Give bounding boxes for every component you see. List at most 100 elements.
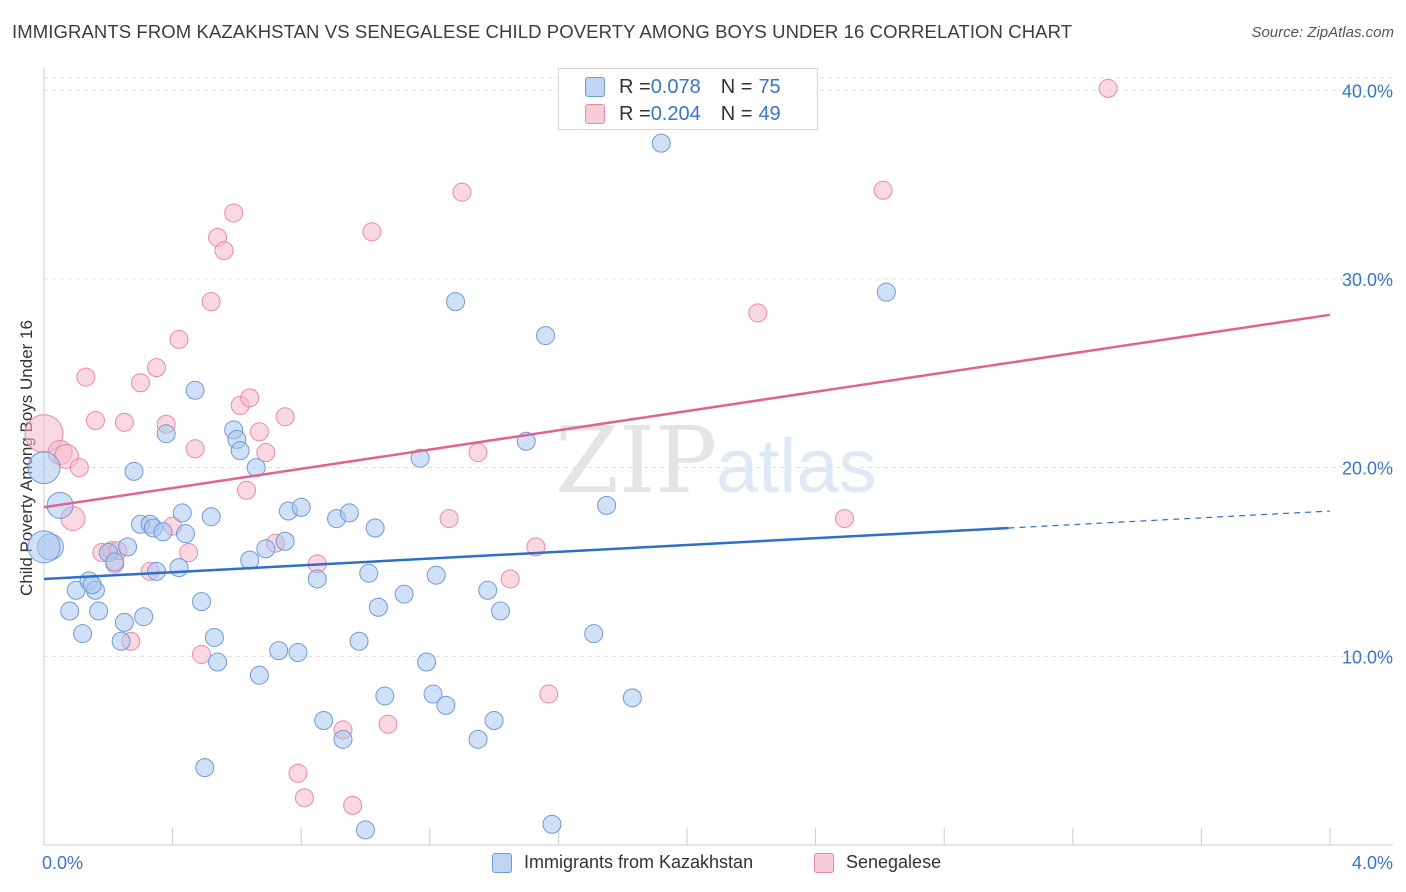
kazakhstan-point — [27, 451, 61, 485]
senegalese-point — [294, 788, 314, 808]
senegalese-point — [237, 480, 257, 500]
x-tick-label: 4.0% — [1352, 853, 1393, 873]
kazakhstan-legend-swatch — [492, 852, 512, 873]
tick-labels: 10.0% 20.0% 30.0% 40.0% 0.0% 4.0% — [42, 81, 1393, 873]
watermark: ZIP atlas — [555, 407, 877, 514]
senegalese-point — [249, 422, 269, 442]
kazakhstan-point — [333, 729, 353, 749]
kazakhstan-point — [230, 441, 250, 461]
x-tick-label: 0.0% — [42, 853, 83, 873]
kazakhstan-point — [359, 563, 379, 583]
kazakhstan-point — [394, 584, 414, 604]
watermark-zip: ZIP — [555, 407, 717, 514]
senegalese-swatch — [585, 104, 605, 124]
watermark-atlas: atlas — [716, 424, 877, 509]
senegalese-point — [85, 410, 105, 430]
kazakhstan-point — [156, 424, 176, 444]
kazakhstan-trend-line — [43, 526, 1009, 581]
kazakhstan-point — [368, 597, 388, 617]
kazakhstan-point — [256, 539, 276, 559]
kazakhstan-point — [410, 448, 430, 468]
stats-row-kazakhstan: R = 0.078 N = 75 — [585, 75, 781, 99]
n-label: N = — [720, 102, 753, 125]
kazakhstan-point — [584, 624, 604, 644]
kazakhstan-point — [192, 592, 212, 612]
kazakhstan-point — [291, 497, 311, 517]
legend-item-kazakhstan[interactable]: Immigrants from Kazakhstan — [492, 852, 753, 873]
senegalese-point — [526, 537, 546, 557]
gridlines — [44, 77, 1393, 657]
senegalese-point — [201, 292, 221, 312]
kazakhstan-point — [169, 558, 189, 578]
y-tick-label: 30.0% — [1342, 270, 1393, 290]
senegalese-point — [224, 203, 244, 223]
kazakhstan-point — [240, 550, 260, 570]
kazakhstan-point — [542, 814, 562, 834]
senegalese-point — [76, 367, 96, 387]
kazakhstan-point — [446, 292, 466, 312]
kazakhstan-point — [426, 565, 446, 585]
kazakhstan-point — [89, 601, 109, 621]
senegalese-point — [192, 644, 212, 664]
y-tick-label: 40.0% — [1342, 81, 1393, 101]
kazakhstan-point — [153, 522, 173, 542]
n-value: 49 — [758, 102, 781, 125]
legend-item-senegalese[interactable]: Senegalese — [814, 852, 941, 873]
kazakhstan-point — [468, 729, 488, 749]
r-label: R = — [619, 75, 651, 98]
kazakhstan-point — [204, 627, 224, 647]
senegalese-point — [288, 763, 308, 783]
kazakhstan-point — [365, 518, 385, 538]
kazakhstan-point — [275, 531, 295, 551]
kazakhstan-point — [147, 561, 167, 581]
chart-title: IMMIGRANTS FROM KAZAKHSTAN VS SENEGALESE… — [12, 21, 1073, 42]
kazakhstan-point — [111, 631, 131, 651]
senegalese-point — [130, 373, 150, 393]
senegalese-point — [240, 388, 260, 408]
kazakhstan-point — [491, 601, 511, 621]
y-tick-label: 20.0% — [1342, 459, 1393, 479]
senegalese-point — [147, 358, 167, 378]
kazakhstan-point — [314, 710, 334, 730]
senegalese-trend-line — [43, 313, 1331, 509]
n-label: N = — [720, 75, 753, 98]
senegalese-point — [169, 329, 189, 349]
senegalese-point — [468, 443, 488, 463]
kazakhstan-point — [269, 641, 289, 661]
kazakhstan-point — [349, 631, 369, 651]
kazakhstan-point — [73, 624, 93, 644]
stats-legend: R = 0.078 N = 75 R = 0.204 N = 49 — [558, 68, 818, 130]
kazakhstan-legend-label: Immigrants from Kazakhstan — [524, 852, 754, 872]
senegalese-point — [69, 458, 89, 478]
senegalese-point — [185, 439, 205, 459]
kazakhstan-trend-extension — [1008, 510, 1331, 529]
r-value: 0.204 — [650, 102, 701, 125]
kazakhstan-point — [423, 684, 443, 704]
senegalese-point — [835, 509, 855, 529]
kazakhstan-point — [876, 282, 896, 302]
kazakhstan-point — [622, 688, 642, 708]
kazakhstan-point — [307, 569, 327, 589]
kazakhstan-point — [82, 575, 102, 595]
kazakhstan-point — [175, 524, 195, 544]
senegalese-point — [1098, 78, 1118, 98]
kazakhstan-point — [114, 612, 134, 632]
source-credit: Source: ZipAtlas.com — [1251, 24, 1394, 41]
kazakhstan-point — [356, 820, 375, 840]
kazakhstan-point — [288, 643, 308, 663]
kazakhstan-point — [339, 503, 359, 523]
kazakhstan-point — [60, 601, 80, 621]
kazakhstan-point — [249, 665, 269, 685]
r-label: R = — [619, 102, 651, 125]
r-value: 0.078 — [650, 75, 701, 98]
kazakhstan-point — [185, 380, 205, 400]
kazakhstan-point — [417, 652, 437, 672]
kazakhstan-point — [195, 758, 215, 778]
kazakhstan-point — [208, 652, 228, 672]
senegalese-point — [873, 180, 893, 200]
senegalese-point — [362, 222, 382, 242]
kazakhstan-point — [375, 686, 395, 706]
senegalese-legend-swatch — [814, 852, 834, 873]
senegalese-legend-label: Senegalese — [846, 852, 942, 872]
